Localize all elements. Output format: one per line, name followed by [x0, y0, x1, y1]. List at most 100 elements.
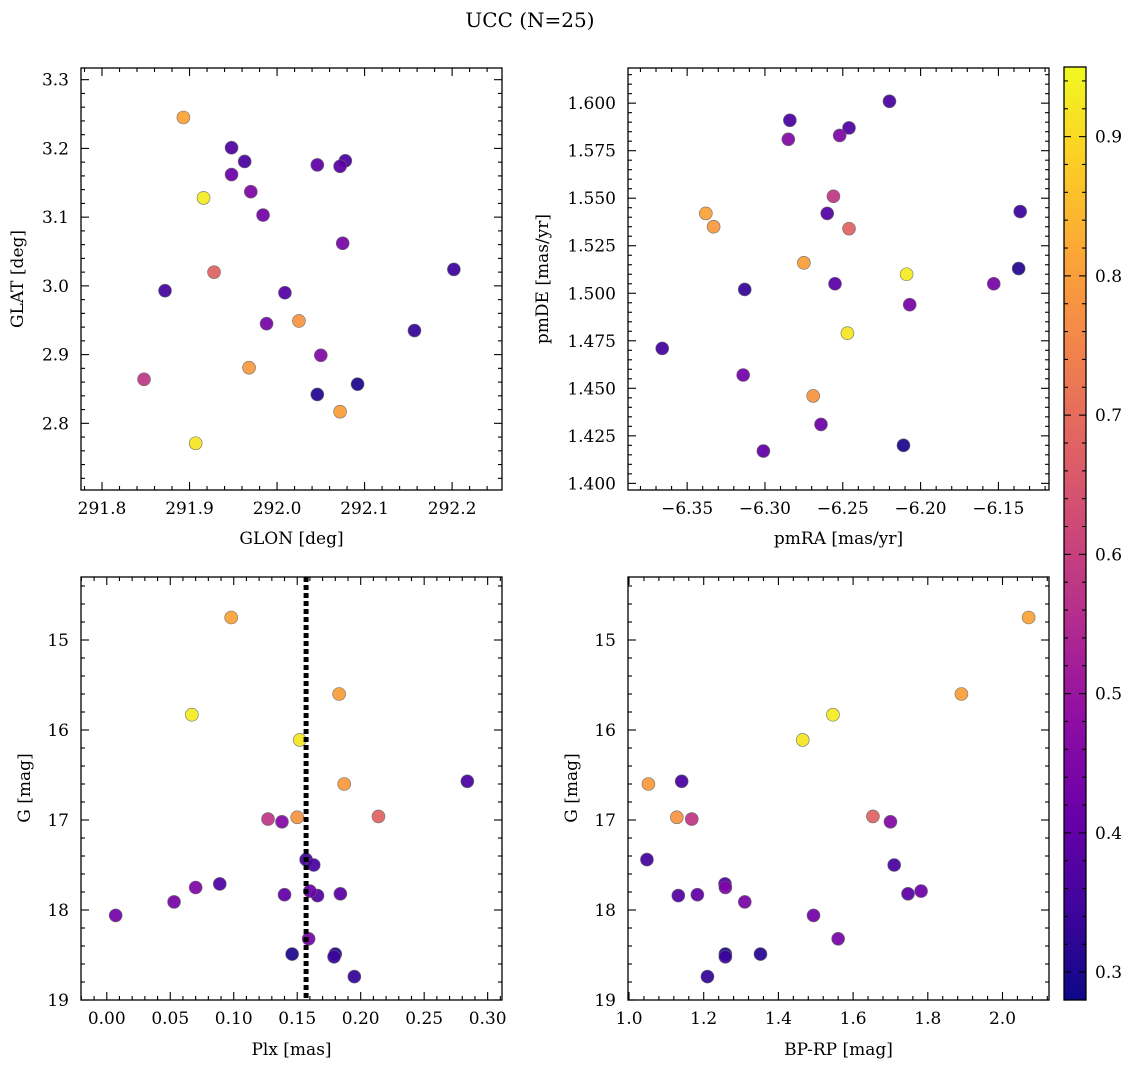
- panel-pmra-pmde: −6.35 −6.30 −6.25 −6.20 −6.15 1.400 1.425 1.450…: [533, 67, 1050, 549]
- bprp-g-ytick-label-0: 15: [594, 631, 616, 651]
- panel-plx-g: 0.00 0.05 0.10 0.15 0.20 0.25 0.30 15 16 17 18 19 P…: [15, 576, 507, 1060]
- pmra-pmde-point-15: [828, 276, 842, 291]
- pmra-pmde-point-4: [706, 219, 721, 234]
- bprp-g-point-20: [640, 852, 654, 867]
- pmra-pmde-point-8: [781, 132, 796, 147]
- pmra-pmde-point-21: [1013, 204, 1028, 219]
- plx-g-point-7: [261, 812, 275, 826]
- bprp-g-point-12: [806, 908, 821, 923]
- glon-glat-frame: [80, 67, 503, 491]
- glon-glat-point-8: [314, 348, 328, 363]
- plx-g-point-17: [212, 877, 227, 891]
- pmra-pmde-point-3: [797, 256, 811, 270]
- bprp-g-point-4: [641, 777, 656, 791]
- glon-glat-ytick-label-2: 3.0: [42, 277, 69, 297]
- pmra-pmde-point-20: [655, 341, 670, 356]
- plx-g-point-4: [337, 777, 351, 791]
- bprp-g-point-21: [718, 949, 733, 964]
- bprp-g-point-23: [753, 947, 768, 961]
- plx-g-ytick-label-3: 18: [47, 901, 69, 921]
- glon-glat-points: [137, 110, 461, 451]
- plx-g-xtick-label-2: 0.10: [215, 1009, 253, 1029]
- glon-glat-ytick-label-1: 2.9: [42, 346, 69, 366]
- pmra-pmde-point-11: [902, 297, 917, 312]
- pmra-pmde-frame: [627, 67, 1050, 491]
- plx-g-point-9: [188, 880, 203, 895]
- plx-g-point-22: [347, 969, 362, 984]
- pmra-pmde-ytick-label-3: 1.475: [567, 332, 616, 352]
- plx-g-xtick-label-0: 0.00: [88, 1009, 126, 1029]
- pmra-pmde-ytick-label-6: 1.550: [567, 189, 616, 209]
- plx-g-ylabel: G [mag]: [15, 753, 35, 822]
- bprp-g-point-6: [866, 809, 880, 824]
- bprp-g-point-14: [690, 887, 705, 902]
- pmra-pmde-xtick-label-1: −6.30: [739, 499, 791, 519]
- glon-glat-point-16: [278, 285, 292, 300]
- colorbar-tick-label-0: 0.3: [1095, 963, 1122, 983]
- bprp-g-point-18: [887, 858, 901, 872]
- pmra-pmde-point-0: [699, 206, 713, 221]
- plx-g-point-1: [185, 707, 199, 722]
- plx-g-ytick-label-4: 19: [47, 991, 69, 1011]
- figure-title: UCC (N=25): [465, 8, 594, 32]
- pmra-pmde-xtick-label-4: −6.15: [972, 499, 1024, 519]
- glon-glat-point-6: [207, 265, 221, 279]
- plx-g-point-11: [301, 931, 316, 946]
- glon-glat-point-21: [447, 262, 461, 277]
- plx-g-xtick-label-1: 0.05: [151, 1009, 189, 1029]
- bprp-g-point-5: [670, 810, 684, 825]
- colorbar-tick-label-1: 0.4: [1095, 824, 1122, 844]
- glon-glat-point-3: [333, 404, 347, 419]
- plx-g-point-24: [285, 947, 299, 961]
- pmra-pmde-points: [655, 94, 1028, 458]
- bprp-g-point-22: [700, 969, 715, 984]
- plx-g-xtick-label-3: 0.15: [278, 1009, 316, 1029]
- pmra-pmde-xlabel: pmRA [mas/yr]: [774, 529, 903, 549]
- bprp-g-xtick-label-3: 1.6: [840, 1009, 867, 1029]
- plx-g-point-12: [108, 908, 123, 923]
- glon-glat-point-5: [292, 314, 306, 328]
- bprp-g-xtick-label-0: 1.0: [615, 1009, 642, 1029]
- bprp-g-point-11: [831, 931, 845, 946]
- bprp-g-point-0: [1021, 610, 1036, 625]
- pmra-pmde-point-9: [832, 128, 847, 143]
- bprp-g-ytick-label-1: 16: [594, 721, 616, 741]
- pmra-pmde-point-2: [840, 326, 855, 340]
- glon-glat-xtick-label-2: 292.0: [253, 499, 302, 519]
- bprp-g-ticks: 1.0 1.2 1.4 1.6 1.8 2.0 15 16 17 18 19: [594, 577, 1049, 1029]
- plx-g-point-19: [460, 774, 475, 789]
- pmra-pmde-xtick-label-3: −6.20: [895, 499, 947, 519]
- plx-g-point-6: [371, 809, 386, 824]
- bprp-g-point-15: [901, 886, 915, 901]
- pmra-pmde-point-17: [842, 121, 856, 135]
- colorbar-ticks: 0.3 0.4 0.5 0.6 0.7 0.8 0.9: [1064, 80, 1122, 1001]
- plx-g-ticks: 0.00 0.05 0.10 0.15 0.20 0.25 0.30 15 16 17 18 19: [47, 577, 507, 1029]
- colorbar-tick-label-2: 0.5: [1095, 685, 1122, 705]
- colorbar-tick-label-3: 0.6: [1095, 545, 1122, 565]
- pmra-pmde-ytick-label-7: 1.575: [567, 142, 616, 162]
- bprp-g-point-3: [954, 687, 969, 701]
- glon-glat-point-20: [158, 283, 172, 298]
- glon-glat-xlabel: GLON [deg]: [239, 529, 343, 549]
- glon-glat-point-13: [224, 167, 239, 182]
- plx-g-ytick-label-0: 15: [47, 631, 69, 651]
- bprp-g-point-7: [684, 812, 699, 826]
- bprp-g-points: [640, 610, 1036, 984]
- bprp-g-xtick-label-4: 1.8: [914, 1009, 941, 1029]
- plx-g-point-5: [290, 810, 305, 825]
- glon-glat-xtick-label-0: 291.8: [78, 499, 127, 519]
- bprp-g-point-8: [883, 814, 898, 829]
- glon-glat-point-12: [256, 208, 270, 222]
- colorbar-tick-label-5: 0.8: [1095, 267, 1122, 287]
- plx-g-point-8: [275, 814, 289, 829]
- glon-glat-point-10: [259, 316, 274, 331]
- glon-glat-ylabel: GLAT [deg]: [8, 230, 28, 328]
- pmra-pmde-point-1: [899, 267, 914, 282]
- bprp-g-xlabel: BP-RP [mag]: [784, 1040, 893, 1060]
- bprp-g-point-1: [826, 707, 840, 722]
- plx-g-point-3: [332, 687, 346, 701]
- glon-glat-xtick-label-4: 292.2: [428, 499, 477, 519]
- colorbar-tick-label-6: 0.9: [1095, 128, 1122, 148]
- plx-g-point-10: [167, 895, 181, 909]
